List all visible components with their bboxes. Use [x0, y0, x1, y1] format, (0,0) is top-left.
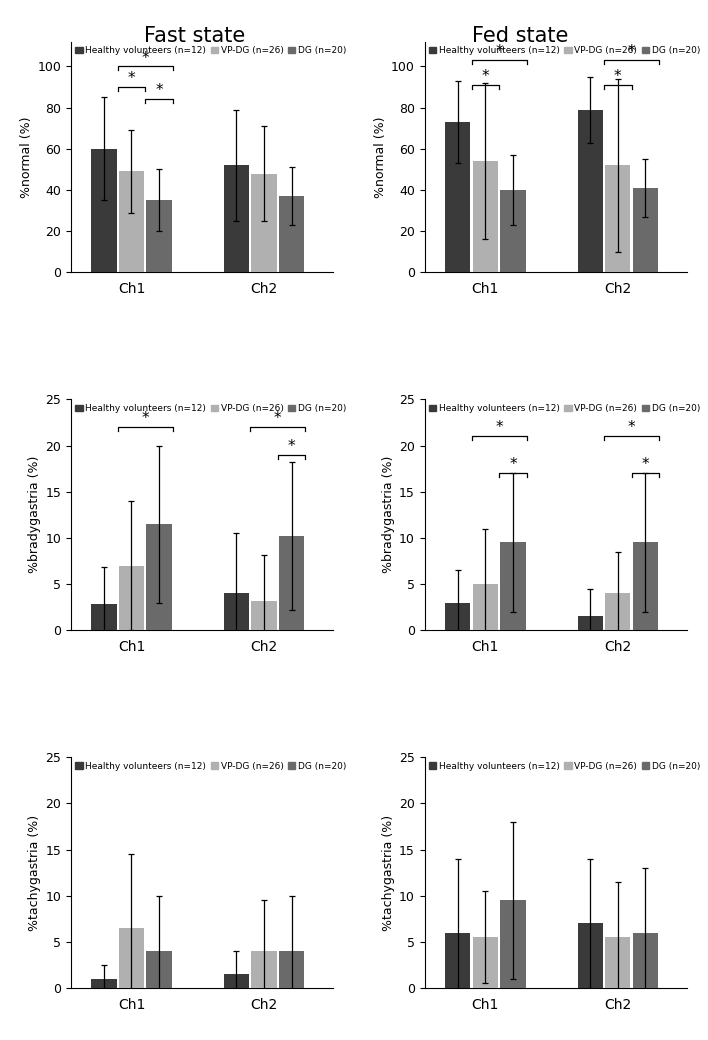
Bar: [147, 951, 172, 988]
Bar: [578, 924, 603, 988]
Bar: [251, 951, 277, 988]
Bar: [473, 584, 498, 630]
Text: *: *: [496, 45, 503, 59]
Bar: [147, 201, 172, 272]
Bar: [578, 109, 603, 272]
Text: *: *: [142, 51, 149, 66]
Legend: Healthy volunteers (n=12), VP-DG (n=26), DG (n=20): Healthy volunteers (n=12), VP-DG (n=26),…: [75, 761, 346, 771]
Bar: [605, 593, 631, 630]
Y-axis label: %bradygastria (%): %bradygastria (%): [28, 457, 41, 573]
Text: *: *: [142, 411, 149, 426]
Legend: Healthy volunteers (n=12), VP-DG (n=26), DG (n=20): Healthy volunteers (n=12), VP-DG (n=26),…: [429, 761, 700, 771]
Bar: [605, 937, 631, 988]
Bar: [224, 593, 249, 630]
Y-axis label: %tachygastria (%): %tachygastria (%): [382, 814, 395, 931]
Text: *: *: [127, 71, 135, 86]
Text: *: *: [641, 458, 649, 472]
Bar: [473, 937, 498, 988]
Text: *: *: [614, 69, 622, 84]
Text: *: *: [496, 420, 503, 436]
Bar: [445, 933, 470, 988]
Bar: [633, 933, 658, 988]
Text: *: *: [481, 69, 489, 84]
Bar: [147, 524, 172, 630]
Bar: [119, 928, 144, 988]
Bar: [91, 979, 117, 988]
Bar: [633, 543, 658, 630]
Legend: Healthy volunteers (n=12), VP-DG (n=26), DG (n=20): Healthy volunteers (n=12), VP-DG (n=26),…: [75, 46, 346, 55]
Bar: [224, 165, 249, 272]
Bar: [501, 543, 525, 630]
Bar: [445, 602, 470, 630]
Bar: [119, 566, 144, 630]
Y-axis label: %normal (%): %normal (%): [20, 116, 33, 198]
Bar: [279, 197, 304, 272]
Bar: [473, 161, 498, 272]
Text: *: *: [274, 411, 282, 426]
Bar: [578, 617, 603, 630]
Text: Fast state: Fast state: [144, 26, 246, 46]
Text: *: *: [628, 420, 635, 436]
Bar: [279, 951, 304, 988]
Bar: [251, 174, 277, 272]
Bar: [501, 190, 525, 272]
Y-axis label: %tachygastria (%): %tachygastria (%): [28, 814, 41, 931]
Text: Fed state: Fed state: [472, 26, 569, 46]
Text: *: *: [155, 83, 163, 99]
Legend: Healthy volunteers (n=12), VP-DG (n=26), DG (n=20): Healthy volunteers (n=12), VP-DG (n=26),…: [429, 46, 700, 55]
Bar: [501, 901, 525, 988]
Y-axis label: %bradygastria (%): %bradygastria (%): [382, 457, 395, 573]
Text: *: *: [509, 458, 517, 472]
Text: *: *: [628, 45, 635, 59]
Bar: [279, 536, 304, 630]
Bar: [633, 188, 658, 272]
Bar: [251, 601, 277, 630]
Bar: [119, 172, 144, 272]
Bar: [91, 149, 117, 272]
Bar: [605, 165, 631, 272]
Y-axis label: %normal (%): %normal (%): [374, 116, 387, 198]
Bar: [224, 974, 249, 988]
Bar: [91, 604, 117, 630]
Text: *: *: [287, 439, 295, 453]
Bar: [445, 122, 470, 272]
Legend: Healthy volunteers (n=12), VP-DG (n=26), DG (n=20): Healthy volunteers (n=12), VP-DG (n=26),…: [429, 404, 700, 413]
Legend: Healthy volunteers (n=12), VP-DG (n=26), DG (n=20): Healthy volunteers (n=12), VP-DG (n=26),…: [75, 404, 346, 413]
